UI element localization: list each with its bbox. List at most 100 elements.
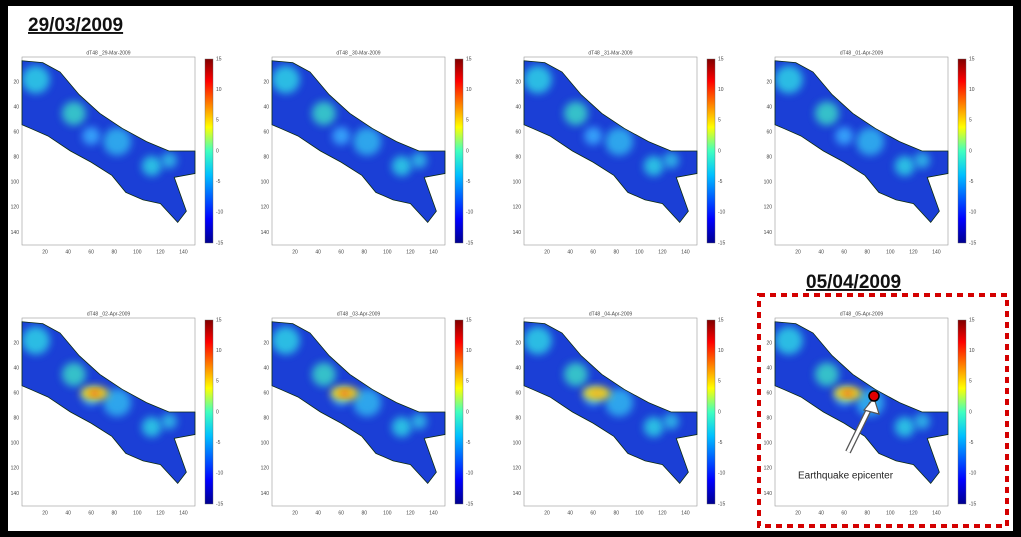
y-tick-label: 120 xyxy=(513,466,522,472)
colorbar-tick-label: 15 xyxy=(216,317,222,323)
y-tick-label: 20 xyxy=(263,340,269,346)
map-blob xyxy=(272,65,300,94)
map-blob xyxy=(353,127,382,156)
y-tick-label: 100 xyxy=(513,441,522,447)
x-tick-label: 120 xyxy=(909,510,918,516)
colorbar-tick-label: 5 xyxy=(216,118,219,124)
colorbar-tick-label: 15 xyxy=(466,317,472,323)
y-tick-label: 140 xyxy=(11,230,20,236)
colorbar-tick-label: -15 xyxy=(216,240,223,246)
x-tick-label: 40 xyxy=(818,249,824,255)
map-blob xyxy=(524,65,552,94)
colorbar-tick-label: -5 xyxy=(466,440,471,446)
colorbar-tick-label: -5 xyxy=(969,179,974,185)
colorbar-tick-label: -10 xyxy=(216,210,223,216)
highlight-box xyxy=(757,293,1009,528)
map-blob xyxy=(563,362,588,387)
x-tick-label: 60 xyxy=(338,510,344,516)
colorbar-tick-label: -5 xyxy=(969,440,974,446)
colorbar xyxy=(957,58,967,244)
map-blob xyxy=(584,126,603,145)
map-blob xyxy=(894,156,915,177)
colorbar-tick-label: -5 xyxy=(216,440,221,446)
y-tick-label: 20 xyxy=(13,79,19,85)
y-tick-label: 120 xyxy=(764,205,773,211)
map-blob xyxy=(22,326,50,355)
y-tick-label: 20 xyxy=(13,340,19,346)
y-tick-label: 120 xyxy=(11,205,20,211)
y-tick-label: 80 xyxy=(13,416,19,422)
x-tick-label: 120 xyxy=(406,249,415,255)
map-blob xyxy=(894,417,915,438)
colorbar-tick-label: 5 xyxy=(466,118,469,124)
x-tick-label: 80 xyxy=(864,249,870,255)
x-tick-label: 40 xyxy=(65,510,71,516)
x-tick-label: 140 xyxy=(681,249,690,255)
map-blob xyxy=(524,326,552,355)
colorbar-tick-label: 10 xyxy=(969,348,975,354)
y-tick-label: 40 xyxy=(263,104,269,110)
x-tick-label: 20 xyxy=(42,249,48,255)
colorbar-tick-label: 0 xyxy=(718,148,721,154)
x-tick-label: 100 xyxy=(886,510,895,516)
y-tick-label: 140 xyxy=(513,230,522,236)
colorbar-tick-label: 0 xyxy=(718,409,721,415)
x-tick-label: 80 xyxy=(111,249,117,255)
colorbar-tick-label: 0 xyxy=(466,409,469,415)
map-blob xyxy=(332,126,351,145)
map-blob xyxy=(814,362,839,387)
colorbar-tick-label: 0 xyxy=(216,148,219,154)
panel-title: dT48 _30-Mar-2009 xyxy=(336,50,380,56)
colorbar-tick-label: -10 xyxy=(969,210,976,216)
map-blob xyxy=(161,152,178,169)
colorbar-tick-label: 10 xyxy=(969,87,975,93)
map-blob xyxy=(61,101,86,126)
colorbar-tick-label: -15 xyxy=(718,501,725,507)
x-tick-label: 140 xyxy=(932,249,941,255)
y-tick-label: 40 xyxy=(263,365,269,371)
x-tick-label: 40 xyxy=(315,510,321,516)
epicenter-marker xyxy=(868,390,880,402)
coastline xyxy=(271,60,446,224)
map-blob xyxy=(835,126,854,145)
map-hotspot xyxy=(590,390,603,397)
x-tick-label: 100 xyxy=(886,249,895,255)
y-tick-label: 100 xyxy=(764,180,773,186)
x-tick-label: 140 xyxy=(429,510,438,516)
epicenter-label: Earthquake epicenter xyxy=(798,471,894,482)
event-date: 05/04/2009 xyxy=(806,272,901,293)
colorbar-tick-label: 0 xyxy=(969,409,972,415)
x-tick-label: 100 xyxy=(635,510,644,516)
colorbar-tick-label: 15 xyxy=(969,56,975,62)
colorbar-tick-label: -15 xyxy=(969,501,976,507)
colorbar-tick-label: 5 xyxy=(466,379,469,385)
x-tick-label: 100 xyxy=(635,249,644,255)
map-hotspot xyxy=(841,390,854,397)
x-tick-label: 60 xyxy=(590,510,596,516)
x-tick-label: 60 xyxy=(841,249,847,255)
colorbar-tick-label: 5 xyxy=(718,118,721,124)
y-tick-label: 140 xyxy=(261,230,270,236)
colorbar-tick-label: -10 xyxy=(216,471,223,477)
x-tick-label: 140 xyxy=(932,510,941,516)
y-tick-label: 80 xyxy=(766,155,772,161)
colorbar-tick-label: 15 xyxy=(466,56,472,62)
arrow-head xyxy=(862,396,880,415)
colorbar-tick-label: -5 xyxy=(216,179,221,185)
y-tick-label: 140 xyxy=(764,230,773,236)
y-tick-label: 40 xyxy=(13,365,19,371)
y-tick-label: 120 xyxy=(261,466,270,472)
colorbar xyxy=(204,319,214,505)
y-tick-label: 40 xyxy=(515,365,521,371)
colorbar-tick-label: -5 xyxy=(466,179,471,185)
map-blob xyxy=(663,152,680,169)
map-blob xyxy=(22,65,50,94)
map-blob xyxy=(663,413,680,430)
panel-title: dT48 _03-Apr-2009 xyxy=(337,311,381,317)
